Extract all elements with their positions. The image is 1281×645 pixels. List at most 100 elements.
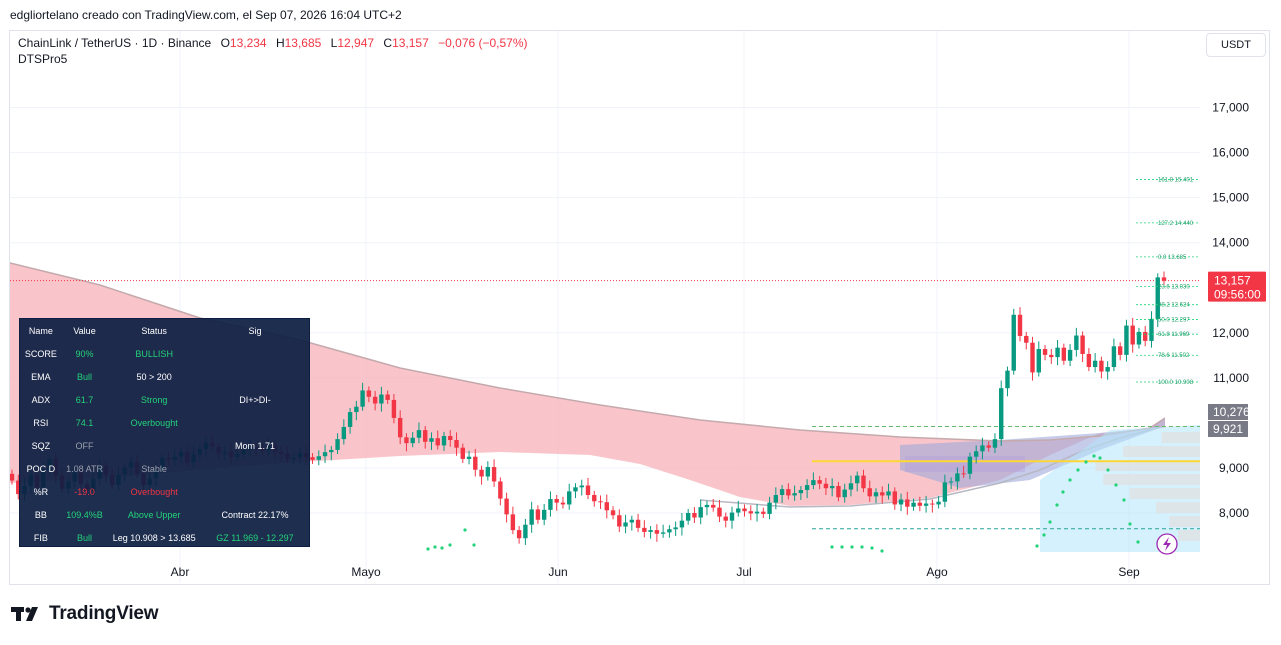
fib-label: 0.0 13.685	[1158, 255, 1187, 261]
candle-body	[372, 396, 378, 404]
candle-body	[842, 489, 847, 498]
psar-dot	[840, 545, 844, 549]
candle-body	[1005, 370, 1010, 389]
dashboard-cell: Above Upper	[127, 509, 181, 520]
dashboard-cell: Mom 1.71	[234, 440, 276, 451]
y-tick-label: 16,000	[1212, 146, 1249, 160]
candle-body	[10, 473, 15, 481]
dashboard-cell: 90%	[75, 348, 94, 359]
psar-dots	[426, 454, 1140, 553]
dashboard-cell: Bull	[77, 371, 93, 382]
candle-body	[454, 440, 459, 448]
x-tick-label: Jun	[548, 565, 567, 579]
candle-body	[441, 435, 447, 446]
high-value: 13,685	[284, 36, 322, 50]
symbol-title[interactable]: ChainLink / TetherUS · 1D · Binance	[18, 36, 212, 50]
tradingview-logo[interactable]: TradingView	[11, 603, 159, 625]
lightning-icon[interactable]	[1156, 533, 1178, 555]
symbol-legend[interactable]: ChainLink / TetherUS · 1D · Binance O13,…	[18, 35, 528, 51]
candle-body	[397, 417, 403, 438]
candle-body	[16, 480, 21, 495]
fib-label: 23.6 13.030	[1158, 284, 1190, 290]
candle-body	[379, 394, 384, 404]
indicator-label[interactable]: DTSPro5	[18, 52, 68, 66]
candle-body	[948, 481, 954, 483]
candle-body	[804, 485, 810, 491]
candle-body	[592, 494, 597, 502]
candle-body	[429, 438, 434, 442]
candle-body	[385, 394, 390, 400]
candle-body	[460, 447, 465, 459]
psar-dot	[1061, 490, 1065, 494]
dashboard-cell	[201, 457, 309, 480]
candle-body	[316, 456, 321, 460]
dashboard-cell: 61.7	[75, 394, 94, 405]
candle-body	[685, 513, 691, 521]
dashboard-header: Value	[73, 325, 96, 336]
candle-body	[329, 449, 334, 453]
candle-body	[1049, 354, 1054, 358]
fib-labels: 161.8 15.401 127.2 14.440 0.0 13.685 23.6 1…	[1136, 178, 1200, 386]
candle-body	[560, 502, 566, 505]
high-label: H	[275, 36, 285, 50]
candle-body	[861, 475, 866, 489]
candle-body	[973, 451, 979, 457]
close-label: C	[383, 36, 393, 50]
level-badge	[1208, 421, 1248, 437]
fib-label: 100.0 10.908	[1158, 380, 1194, 386]
volume-profile-bar	[1129, 488, 1200, 499]
candle-body	[667, 529, 672, 533]
candle-body	[585, 485, 591, 495]
candle-body	[1099, 360, 1104, 372]
dashboard-cell: Leg 10.908 > 13.685	[112, 532, 196, 543]
dashboard-cell: 74.1	[75, 417, 94, 428]
dashboard-row: SQZ OFF Mom 1.71	[20, 434, 309, 457]
currency-button[interactable]: USDT	[1206, 33, 1266, 57]
dashboard-row: EMA Bull 50 > 200	[20, 365, 309, 388]
candle-body	[723, 516, 728, 521]
y-tick-label: 15,000	[1212, 191, 1249, 205]
x-tick-label: Jul	[736, 565, 751, 579]
candle-body	[360, 390, 365, 407]
candle-body	[905, 499, 910, 507]
candle-body	[1086, 353, 1092, 368]
candle-body	[811, 480, 816, 486]
dashboard-cell	[201, 342, 309, 365]
candle-body	[1111, 346, 1117, 368]
candle-body	[967, 456, 973, 474]
candle-body	[999, 388, 1004, 440]
dashboard-cell: SQZ	[31, 440, 51, 451]
dashboard-cell: RSI	[33, 417, 49, 428]
dashboard-header: Sig	[248, 325, 262, 336]
candle-body	[548, 499, 553, 510]
candle-body	[510, 514, 516, 531]
candle-body	[654, 530, 660, 534]
volume-profile-bar	[1169, 516, 1200, 527]
candle-body	[466, 456, 472, 459]
fib-label: 161.8 15.401	[1158, 178, 1194, 184]
candle-body	[992, 439, 998, 448]
candle-body	[341, 426, 347, 440]
candle-body	[1042, 349, 1048, 355]
dashboard-cell: 109.4%B	[66, 509, 103, 520]
candle-body	[604, 502, 609, 511]
level-badge	[1208, 404, 1248, 420]
candle-body	[1143, 331, 1148, 341]
candle-body	[623, 522, 628, 527]
candle-body	[310, 457, 315, 460]
candle-body	[535, 509, 541, 520]
candle-body	[729, 512, 735, 521]
dashboard-cell: POC D	[26, 463, 56, 474]
dashboard-cell: Overbought	[130, 486, 178, 497]
dashboard-row: POC D 1.08 ATR Stable	[20, 457, 309, 480]
psar-dot	[433, 545, 437, 549]
dashboard-cell: Contract 22.17%	[221, 509, 289, 520]
candle-body	[648, 530, 653, 532]
psar-dot	[1042, 533, 1046, 537]
candle-body	[354, 406, 359, 413]
time-axis: Abr Mayo Jun Jul Ago Sep	[171, 565, 1140, 579]
chart-frame[interactable]	[9, 30, 1270, 585]
candle-body	[742, 508, 747, 512]
psar-dot	[1048, 520, 1052, 524]
